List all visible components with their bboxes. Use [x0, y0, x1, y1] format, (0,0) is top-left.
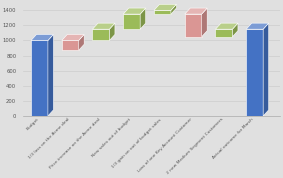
Polygon shape	[31, 35, 53, 41]
Polygon shape	[232, 23, 238, 37]
Polygon shape	[79, 35, 84, 50]
Polygon shape	[246, 23, 269, 29]
Polygon shape	[140, 8, 146, 29]
Polygon shape	[185, 14, 202, 37]
Polygon shape	[154, 4, 176, 10]
Polygon shape	[62, 41, 79, 50]
Polygon shape	[123, 8, 146, 14]
Polygon shape	[246, 29, 263, 116]
Polygon shape	[154, 10, 171, 14]
Polygon shape	[215, 29, 232, 37]
Polygon shape	[110, 23, 115, 41]
Polygon shape	[62, 35, 84, 41]
Polygon shape	[263, 23, 269, 116]
Polygon shape	[123, 14, 140, 29]
Polygon shape	[31, 41, 48, 116]
Polygon shape	[93, 29, 110, 41]
Polygon shape	[171, 4, 176, 14]
Polygon shape	[185, 8, 207, 14]
Polygon shape	[93, 23, 115, 29]
Polygon shape	[48, 35, 53, 116]
Polygon shape	[215, 23, 238, 29]
Polygon shape	[202, 8, 207, 37]
